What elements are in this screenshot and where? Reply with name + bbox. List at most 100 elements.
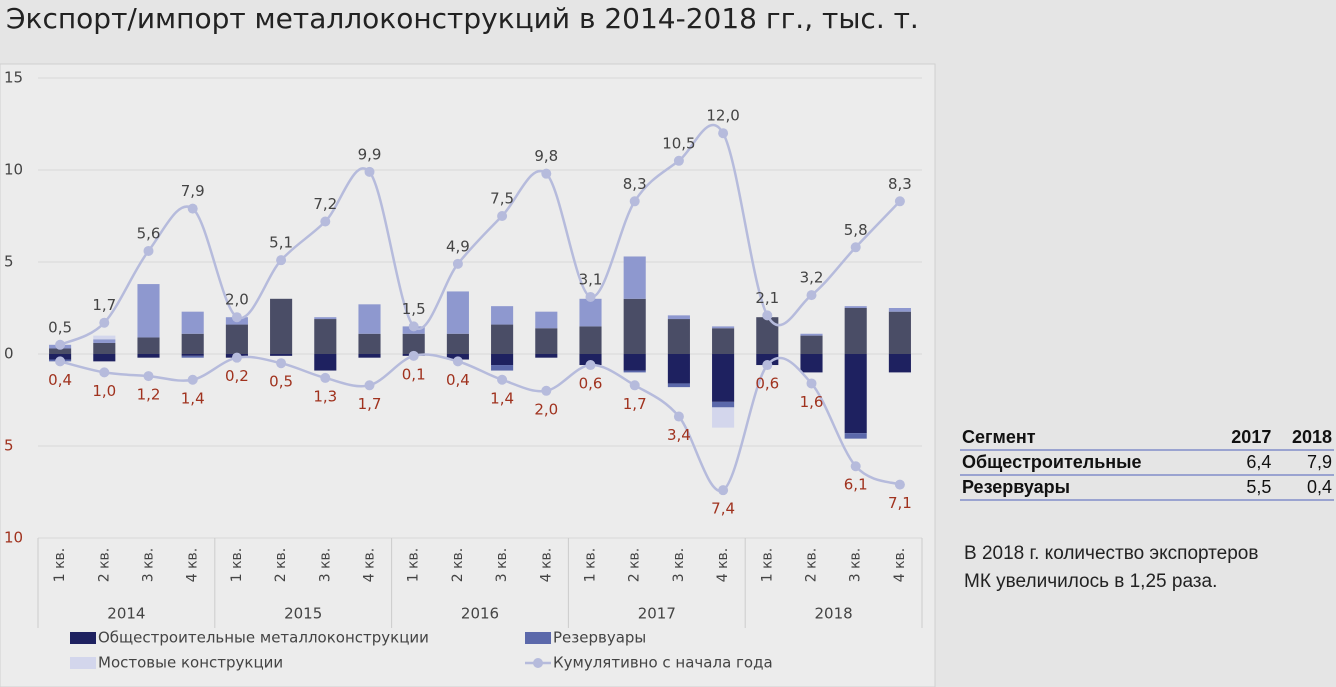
export-bar bbox=[49, 348, 72, 354]
line-marker bbox=[629, 196, 640, 207]
export-bar bbox=[93, 335, 116, 340]
data-label: 3,4 bbox=[667, 426, 691, 444]
data-label: 10,5 bbox=[662, 134, 695, 152]
line-marker bbox=[452, 258, 463, 269]
line-marker bbox=[718, 128, 729, 139]
import-bar bbox=[667, 383, 690, 388]
x-tick-label: 1 кв. bbox=[759, 548, 775, 583]
x-tick-label: 1 кв. bbox=[229, 548, 245, 583]
import-bar bbox=[181, 355, 204, 358]
export-bar bbox=[93, 339, 116, 343]
data-label: 0,5 bbox=[269, 373, 293, 391]
line-marker bbox=[55, 356, 66, 367]
import-bar bbox=[800, 354, 823, 373]
line-marker bbox=[629, 380, 640, 391]
data-label: 12,0 bbox=[706, 107, 739, 125]
import-bar bbox=[491, 365, 514, 371]
x-tick-label: 4 кв. bbox=[892, 548, 908, 583]
line-marker bbox=[894, 196, 905, 207]
table-row: Общестроительные 6,4 7,9 bbox=[960, 450, 1334, 476]
line-marker bbox=[806, 378, 817, 389]
note: В 2018 г. количество экспортеров МК увел… bbox=[964, 543, 1259, 592]
legend-swatch bbox=[525, 632, 551, 644]
import-bar bbox=[623, 354, 646, 371]
year-label: 2014 bbox=[107, 605, 145, 623]
year-label: 2016 bbox=[461, 605, 499, 623]
import-bar bbox=[314, 354, 337, 371]
x-tick-label: 1 кв. bbox=[583, 548, 599, 583]
export-bar bbox=[181, 311, 204, 334]
export-bar bbox=[888, 311, 911, 354]
data-label: 3,2 bbox=[800, 269, 824, 287]
line-marker bbox=[55, 339, 66, 350]
cumulative-line bbox=[59, 123, 901, 346]
import-bar bbox=[535, 354, 558, 358]
data-label: 7,1 bbox=[888, 494, 912, 512]
data-label: 1,7 bbox=[623, 395, 647, 413]
import-bar bbox=[579, 354, 602, 366]
line-marker bbox=[276, 255, 287, 266]
data-label: 1,5 bbox=[402, 300, 426, 318]
export-bar bbox=[446, 291, 469, 334]
import-bar bbox=[181, 354, 204, 356]
line-marker bbox=[99, 317, 110, 328]
export-bar bbox=[491, 324, 514, 354]
data-label: 7,2 bbox=[313, 195, 337, 213]
table-cell: 0,4 bbox=[1273, 475, 1334, 501]
import-bar bbox=[844, 354, 867, 434]
x-tick-label: 4 кв. bbox=[715, 548, 731, 583]
export-bar bbox=[446, 333, 469, 354]
data-label: 0,6 bbox=[579, 375, 603, 393]
line-marker bbox=[497, 211, 508, 221]
line-marker bbox=[673, 411, 684, 422]
export-bar bbox=[181, 333, 204, 354]
x-tick-label: 3 кв. bbox=[671, 548, 687, 583]
data-label: 6,1 bbox=[844, 476, 868, 494]
export-bar bbox=[358, 333, 381, 354]
export-bar bbox=[623, 256, 646, 299]
line-marker bbox=[850, 461, 861, 472]
export-bar bbox=[535, 328, 558, 354]
table-cell: 7,9 bbox=[1273, 450, 1334, 476]
data-label: 1,2 bbox=[137, 386, 161, 404]
import-bar bbox=[712, 407, 735, 428]
import-bar bbox=[491, 354, 514, 366]
export-bar bbox=[800, 333, 823, 336]
data-label: 1,6 bbox=[800, 393, 824, 411]
legend-label: Мостовые конструкции bbox=[98, 654, 283, 672]
export-bar bbox=[579, 298, 602, 327]
x-tick-label: 3 кв. bbox=[141, 548, 157, 583]
export-bar bbox=[800, 335, 823, 354]
export-bar bbox=[756, 317, 779, 354]
data-label: 1,7 bbox=[92, 296, 116, 314]
import-bar bbox=[270, 354, 293, 356]
table-cell: Резервуары bbox=[960, 475, 1213, 501]
line-marker bbox=[320, 216, 331, 227]
data-label: 0,1 bbox=[402, 365, 426, 383]
data-label: 7,4 bbox=[711, 500, 735, 518]
table-cell: Общестроительные bbox=[960, 450, 1213, 476]
y-tick-label: 10 bbox=[4, 529, 23, 547]
x-tick-label: 1 кв. bbox=[52, 548, 68, 583]
line-marker bbox=[541, 385, 552, 396]
header-cell: 2017 bbox=[1212, 426, 1274, 451]
table-header: Сегмент 2017 2018 bbox=[960, 426, 1334, 451]
line-marker bbox=[762, 360, 773, 371]
export-bar bbox=[667, 315, 690, 320]
x-tick-label: 3 кв. bbox=[494, 548, 510, 583]
export-bar bbox=[358, 304, 381, 334]
import-bar bbox=[844, 433, 867, 439]
table-cell: 5,5 bbox=[1212, 475, 1274, 501]
line-marker bbox=[673, 155, 684, 166]
export-bar bbox=[137, 337, 160, 354]
line-marker bbox=[143, 371, 154, 382]
x-tick-label: 4 кв. bbox=[185, 548, 201, 583]
line-marker bbox=[850, 242, 861, 253]
data-label: 8,3 bbox=[888, 175, 912, 193]
legend-swatch bbox=[70, 632, 96, 644]
x-tick-label: 4 кв. bbox=[538, 548, 554, 583]
export-bar bbox=[712, 326, 735, 329]
legend-swatch bbox=[533, 658, 543, 668]
x-tick-label: 3 кв. bbox=[317, 548, 333, 583]
data-label: 2,0 bbox=[534, 400, 558, 418]
